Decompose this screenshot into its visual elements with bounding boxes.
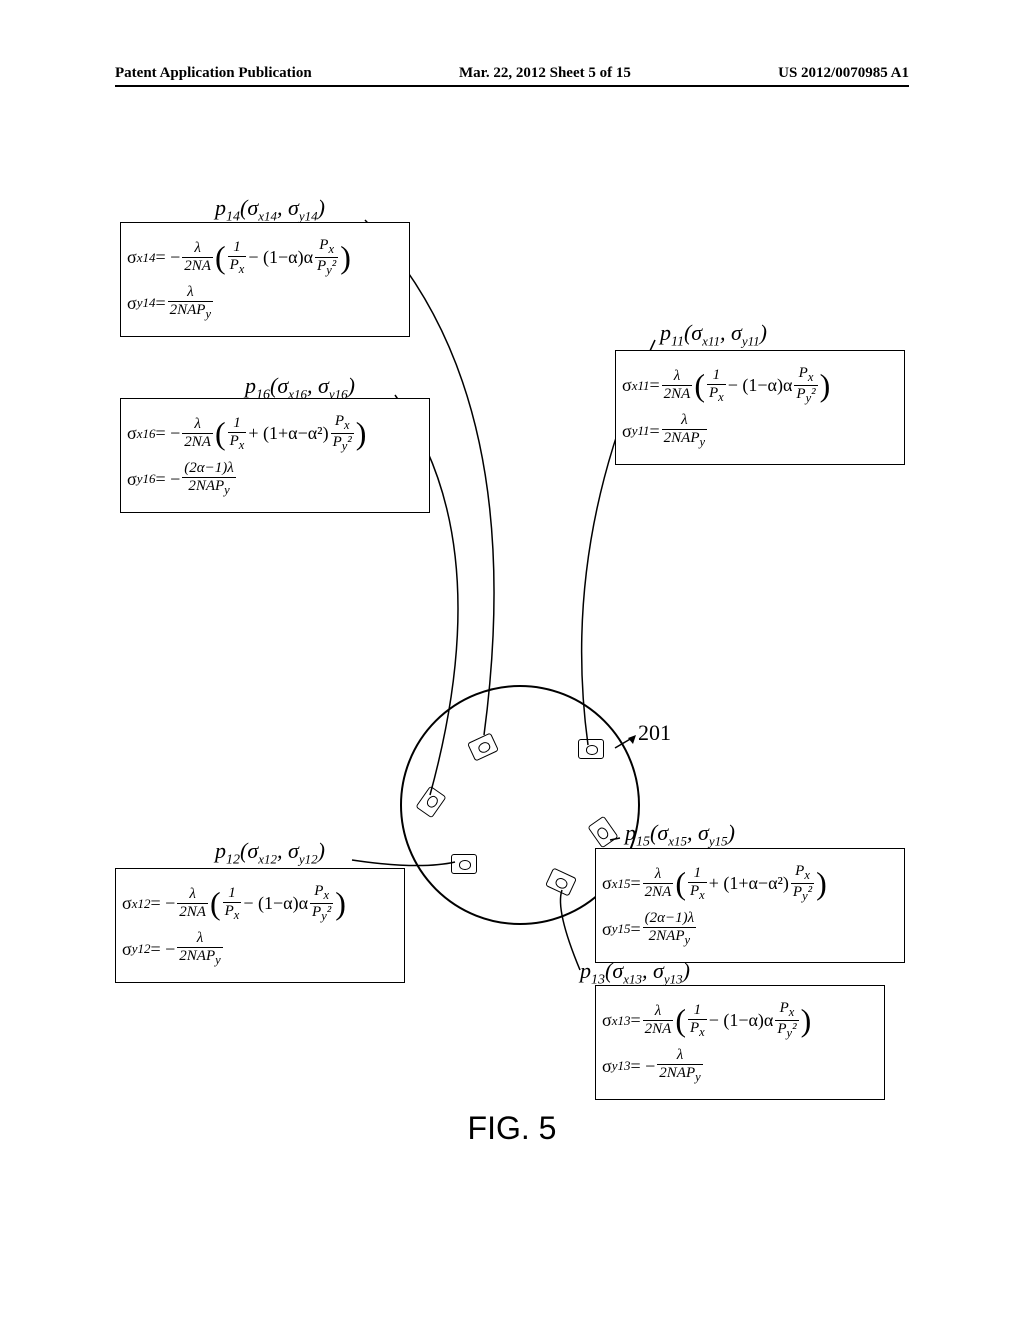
header-right: US 2012/0070985 A1 (778, 65, 909, 82)
label-p12: p12(σx12, σy12) (215, 838, 325, 868)
p13-sigma-y: σy13 = − λ2NAPy (602, 1047, 878, 1085)
page-header: Patent Application Publication Mar. 22, … (0, 65, 1024, 82)
ref-number-text: 201 (638, 720, 671, 745)
p13-sigma-x: σx13 = λ2NA ( 1Px − (1−α)α PxPy² ) (602, 1000, 878, 1041)
p14-sigma-y: σy14 = λ2NAPy (127, 284, 403, 322)
aperture-1 (578, 739, 604, 759)
label-p11: p11(σx11, σy11) (660, 320, 767, 350)
box-p11: σx11 = λ2NA ( 1Px − (1−α)α PxPy² ) σy11 … (615, 350, 905, 465)
box-p16: σx16 = − λ2NA ( 1Px + (1+α−α²) PxPy² ) σ… (120, 398, 430, 513)
p16-sigma-y: σy16 = − (2α−1)λ2NAPy (127, 460, 423, 498)
p11-sigma-y: σy11 = λ2NAPy (622, 412, 898, 450)
header-left: Patent Application Publication (115, 65, 312, 82)
reference-201: 201 (638, 720, 671, 746)
figure-content: 201 p14(σx14, σy14) σx14 = − λ2NA ( 1Px … (0, 190, 1024, 1110)
aperture-6 (451, 854, 477, 874)
p11-sigma-x: σx11 = λ2NA ( 1Px − (1−α)α PxPy² ) (622, 365, 898, 406)
box-p14: σx14 = − λ2NA ( 1Px − (1−α)α PxPy² ) σy1… (120, 222, 410, 337)
label-p15: p15(σx15, σy15) (625, 820, 735, 850)
label-p13: p13(σx13, σy13) (580, 958, 690, 988)
figure-label: FIG. 5 (0, 1110, 1024, 1147)
p16-sigma-x: σx16 = − λ2NA ( 1Px + (1+α−α²) PxPy² ) (127, 413, 423, 454)
label-p14: p14(σx14, σy14) (215, 195, 325, 225)
box-p15: σx15 = λ2NA ( 1Px + (1+α−α²) PxPy² ) σy1… (595, 848, 905, 963)
p14-sigma-x: σx14 = − λ2NA ( 1Px − (1−α)α PxPy² ) (127, 237, 403, 278)
p15-sigma-x: σx15 = λ2NA ( 1Px + (1+α−α²) PxPy² ) (602, 863, 898, 904)
header-divider (115, 85, 909, 87)
box-p12: σx12 = − λ2NA ( 1Px − (1−α)α PxPy² ) σy1… (115, 868, 405, 983)
p15-sigma-y: σy15 = (2α−1)λ2NAPy (602, 910, 898, 948)
p12-sigma-x: σx12 = − λ2NA ( 1Px − (1−α)α PxPy² ) (122, 883, 398, 924)
box-p13: σx13 = λ2NA ( 1Px − (1−α)α PxPy² ) σy13 … (595, 985, 885, 1100)
header-center: Mar. 22, 2012 Sheet 5 of 15 (459, 65, 631, 82)
p12-sigma-y: σy12 = − λ2NAPy (122, 930, 398, 968)
